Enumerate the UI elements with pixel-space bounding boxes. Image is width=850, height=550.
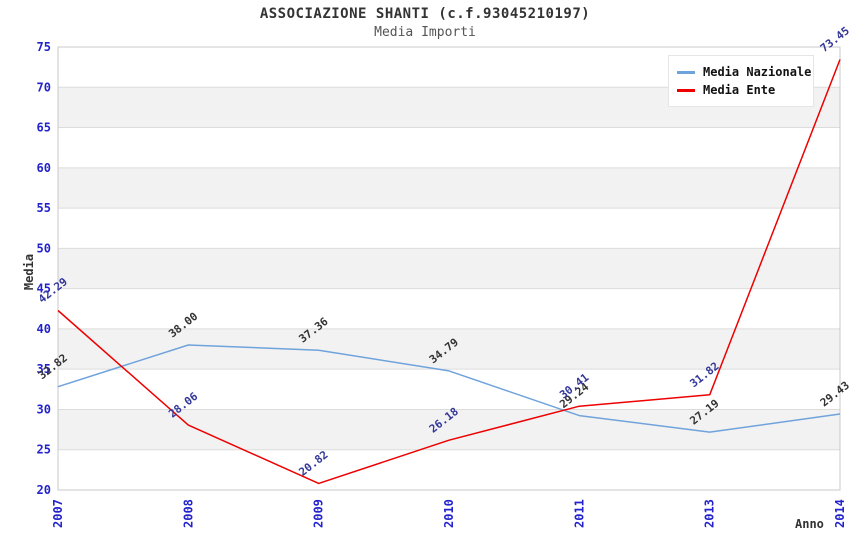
grid-band (58, 409, 840, 450)
y-tick-label: 55 (37, 201, 51, 215)
legend-item-media-ente: Media Ente (677, 82, 805, 98)
x-tick-label: 2007 (51, 499, 65, 528)
y-tick-label: 30 (37, 402, 51, 416)
legend: Media Nazionale Media Ente (668, 55, 814, 107)
grid-band (58, 167, 840, 209)
y-tick-label: 50 (37, 241, 51, 255)
x-tick-label: 2014 (833, 499, 847, 528)
data-label: 20.82 (297, 448, 331, 479)
y-tick-label: 60 (37, 161, 51, 175)
data-label: 73.45 (818, 24, 850, 55)
x-tick-label: 2013 (703, 499, 717, 528)
y-tick-label: 40 (37, 322, 51, 336)
y-tick-label: 75 (37, 40, 51, 54)
chart-subtitle: Media Importi (374, 25, 476, 40)
legend-item-media-nazionale: Media Nazionale (677, 64, 811, 80)
y-tick-label: 35 (37, 362, 51, 376)
y-tick-label: 20 (37, 483, 51, 497)
chart-title: ASSOCIAZIONE SHANTI (c.f.93045210197) (259, 6, 591, 22)
y-tick-label: 45 (37, 282, 51, 296)
legend-swatch-media-nazionale (677, 70, 695, 74)
legend-swatch-media-ente (677, 88, 695, 92)
legend-label-media-nazionale: Media Nazionale (703, 65, 812, 79)
plot-border (57, 46, 841, 491)
y-tick-label: 25 (37, 443, 51, 457)
series-line-media-ente (57, 59, 841, 485)
x-axis-title: Anno (795, 517, 824, 531)
data-label: 29.43 (818, 379, 850, 410)
y-tick-label: 70 (37, 80, 51, 94)
x-tick-label: 2010 (442, 499, 456, 528)
x-tick-label: 2008 (181, 499, 195, 528)
x-tick-label: 2009 (312, 499, 326, 528)
x-tick-label: 2011 (572, 499, 586, 528)
y-tick-label: 65 (37, 121, 51, 135)
data-label: 42.29 (36, 275, 70, 306)
series-line-media-nazionale (57, 344, 841, 433)
grid-band (58, 248, 840, 289)
grid-band (58, 328, 840, 370)
legend-label-media-ente: Media Ente (703, 83, 776, 97)
